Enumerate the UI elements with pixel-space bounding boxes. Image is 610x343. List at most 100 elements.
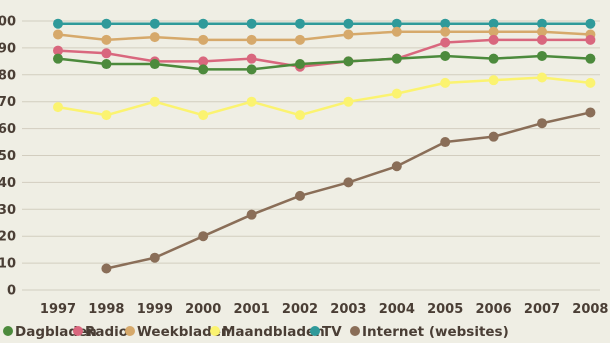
data-point bbox=[537, 26, 547, 37]
data-point bbox=[343, 18, 354, 29]
data-point bbox=[101, 34, 112, 45]
data-point bbox=[537, 118, 547, 129]
data-point bbox=[198, 18, 209, 29]
series-tv bbox=[53, 18, 596, 29]
series-internet-websites- bbox=[101, 107, 596, 274]
data-point bbox=[246, 64, 257, 75]
data-point bbox=[440, 137, 451, 148]
data-point bbox=[198, 56, 209, 67]
legend-marker bbox=[210, 326, 220, 336]
x-tick-label: 1997 bbox=[40, 302, 76, 317]
data-point bbox=[295, 110, 305, 121]
x-tick-label: 2007 bbox=[524, 302, 560, 317]
x-tick-label: 2008 bbox=[572, 302, 608, 317]
data-point bbox=[101, 18, 112, 29]
legend-label: Maandbladen bbox=[222, 324, 325, 340]
data-point bbox=[53, 53, 63, 64]
data-point bbox=[295, 59, 305, 70]
data-point bbox=[246, 96, 257, 107]
data-point bbox=[53, 29, 63, 40]
x-tick-label: 2002 bbox=[282, 302, 318, 317]
legend-item: TV bbox=[310, 324, 342, 340]
x-tick-label: 2006 bbox=[476, 302, 512, 317]
y-tick-label: 90 bbox=[0, 41, 16, 56]
data-point bbox=[391, 53, 402, 64]
x-tick-label: 2000 bbox=[185, 302, 221, 317]
data-point bbox=[149, 32, 160, 43]
legend-label: Internet (websites) bbox=[362, 324, 509, 340]
data-point bbox=[537, 34, 547, 45]
series-maandbladen bbox=[53, 72, 596, 121]
y-tick-label: 10 bbox=[0, 257, 16, 272]
series-line bbox=[57, 38, 591, 68]
x-tick-label: 2001 bbox=[234, 302, 270, 317]
data-point bbox=[198, 64, 209, 75]
series-line bbox=[57, 30, 591, 42]
data-point bbox=[488, 34, 499, 45]
legend-label: Radio bbox=[85, 324, 128, 340]
data-point bbox=[101, 263, 112, 274]
y-tick-label: 30 bbox=[0, 203, 16, 218]
data-point bbox=[488, 75, 499, 86]
series-weekbladen bbox=[53, 26, 596, 45]
data-point bbox=[585, 34, 596, 45]
y-tick-label: 70 bbox=[0, 95, 16, 110]
legend-item: Maandbladen bbox=[210, 324, 325, 340]
data-point bbox=[488, 26, 499, 37]
y-tick-label: 100 bbox=[0, 15, 16, 30]
x-tick-label: 2004 bbox=[379, 302, 415, 317]
data-point bbox=[246, 18, 257, 29]
x-tick-label: 2005 bbox=[427, 302, 463, 317]
data-point bbox=[391, 18, 402, 29]
data-point bbox=[53, 45, 63, 56]
data-point bbox=[246, 34, 257, 45]
data-point bbox=[295, 18, 305, 29]
legend-marker bbox=[73, 326, 83, 336]
data-point bbox=[440, 37, 451, 48]
y-tick-label: 50 bbox=[0, 149, 16, 164]
data-point bbox=[198, 34, 209, 45]
data-point bbox=[585, 107, 596, 118]
data-point bbox=[537, 50, 547, 61]
data-point bbox=[488, 53, 499, 64]
data-point bbox=[149, 252, 160, 263]
legend-item: Radio bbox=[73, 324, 128, 340]
data-point bbox=[149, 18, 160, 29]
gridlines bbox=[22, 20, 600, 291]
data-point bbox=[246, 53, 257, 64]
series-line bbox=[57, 76, 591, 117]
data-point bbox=[440, 77, 451, 88]
data-point bbox=[149, 96, 160, 107]
y-axis-ticks: 0 10 20 30 40 50 60 70 80 90 100 bbox=[0, 15, 16, 299]
data-point bbox=[246, 209, 257, 220]
series-dagbladen bbox=[53, 50, 596, 75]
legend-label: TV bbox=[322, 324, 342, 340]
legend-item: Internet (websites) bbox=[350, 324, 509, 340]
x-tick-label: 1999 bbox=[137, 302, 173, 317]
data-point bbox=[585, 77, 596, 88]
data-point bbox=[343, 177, 354, 188]
data-point bbox=[295, 34, 305, 45]
data-point bbox=[101, 59, 112, 70]
legend-marker bbox=[3, 326, 13, 336]
data-point bbox=[343, 56, 354, 67]
series-line bbox=[57, 54, 591, 71]
data-point bbox=[101, 48, 112, 59]
y-tick-label: 0 bbox=[7, 284, 16, 299]
legend-label: Weekbladen bbox=[137, 324, 231, 340]
data-point bbox=[440, 18, 451, 29]
data-point bbox=[585, 53, 596, 64]
data-point bbox=[391, 88, 402, 99]
y-tick-label: 40 bbox=[0, 176, 16, 191]
data-point bbox=[101, 110, 112, 121]
data-point bbox=[537, 72, 547, 83]
data-point bbox=[440, 50, 451, 61]
y-tick-label: 80 bbox=[0, 68, 16, 83]
data-point bbox=[537, 18, 547, 29]
data-point bbox=[585, 18, 596, 29]
data-point bbox=[488, 18, 499, 29]
legend-marker bbox=[310, 326, 320, 336]
